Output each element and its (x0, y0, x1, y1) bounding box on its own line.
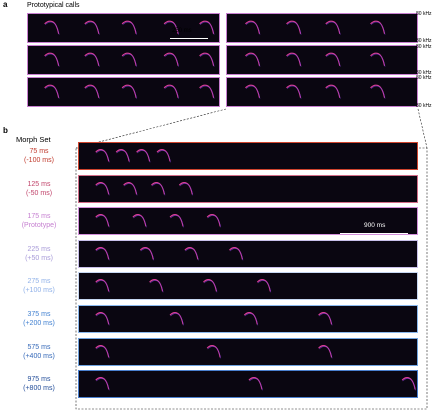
scalebar-900-label: 900 ms (364, 222, 386, 229)
call-trace (318, 312, 333, 325)
call-trace (95, 214, 110, 227)
morph-duration: 275 ms (27, 278, 51, 286)
call-trace (151, 181, 165, 195)
morph-delta: (+50 ms) (25, 254, 53, 262)
call-trace (139, 246, 154, 260)
call-trace (206, 214, 221, 227)
morph-duration: 75 ms (29, 148, 49, 155)
call-trace (95, 377, 110, 390)
call-trace (248, 377, 263, 390)
morph-delta: (-50 ms) (25, 189, 53, 197)
morph-duration: 375 ms (27, 311, 51, 318)
morph-spectrogram (78, 272, 418, 301)
morph-label: 225 ms (+50 ms) (6, 245, 72, 263)
morph-duration: 125 ms (27, 180, 51, 188)
morph-duration: 575 ms (27, 343, 51, 351)
morph-spectrogram (78, 337, 418, 366)
scalebar-250-label: 250 ms (172, 28, 192, 34)
prototype-spectrogram (226, 13, 418, 43)
morph-label: 175 ms (Prototype) (6, 212, 72, 230)
morph-label: 575 ms (+400 ms) (6, 343, 72, 361)
call-trace (229, 246, 243, 260)
morph-label: 975 ms (+800 ms) (6, 375, 72, 393)
call-trace (95, 312, 110, 325)
call-trace (184, 246, 199, 260)
panel-a-letter: a (3, 0, 8, 9)
call-trace (95, 344, 110, 358)
call-trace (206, 344, 221, 358)
morph-delta: (+400 ms) (23, 352, 55, 360)
scalebar-250 (170, 38, 208, 39)
morph-delta: (+200 ms) (23, 320, 55, 327)
call-trace (115, 149, 130, 162)
call-trace (178, 181, 193, 195)
morph-duration: 225 ms (27, 245, 51, 253)
morph-label: 275 ms (+100 ms) (6, 277, 72, 295)
freq-label: 30 kHz (416, 70, 432, 76)
morph-duration: 975 ms (27, 376, 51, 384)
call-trace (256, 279, 271, 292)
morph-label: 375 ms (+200 ms) (6, 310, 72, 328)
call-trace (318, 344, 333, 358)
prototype-spectrogram (27, 13, 220, 43)
morph-delta: (+100 ms) (23, 287, 55, 295)
morph-spectrogram (78, 174, 418, 203)
freq-label: 80 kHz (416, 11, 432, 17)
morph-set-heading: Morph Set (16, 135, 51, 144)
morph-delta: (+800 ms) (23, 385, 55, 393)
scalebar-900 (340, 233, 408, 234)
morph-spectrogram (78, 305, 418, 333)
call-trace (95, 181, 110, 195)
freq-label: 80 kHz (416, 44, 432, 50)
prototype-spectrogram (27, 77, 220, 107)
morph-label: 75 ms (-100 ms) (6, 147, 72, 165)
morph-delta: (Prototype) (21, 222, 57, 230)
prototype-spectrogram (27, 45, 220, 75)
call-trace (243, 312, 258, 325)
call-trace (95, 149, 110, 162)
call-trace (169, 312, 184, 325)
prototype-spectrogram (226, 77, 418, 107)
call-trace (136, 149, 151, 162)
morph-delta: (-100 ms) (24, 157, 54, 164)
call-trace (95, 279, 110, 292)
morph-spectrogram (78, 207, 418, 236)
freq-label: 30 kHz (416, 38, 432, 44)
morph-label: 125 ms (-50 ms) (6, 180, 72, 198)
call-trace (203, 279, 217, 292)
panel-b-letter: b (3, 126, 8, 135)
call-trace (401, 377, 416, 390)
freq-label: 30 kHz (416, 103, 432, 109)
panel-a-title: Prototypical calls (27, 2, 80, 9)
call-trace (169, 214, 184, 227)
call-trace (156, 149, 171, 162)
prototype-spectrogram (226, 45, 418, 75)
morph-spectrogram (78, 142, 418, 170)
freq-label: 80 kHz (416, 75, 432, 81)
call-trace (132, 214, 147, 227)
call-trace (149, 279, 164, 292)
morph-spectrogram (78, 239, 418, 268)
call-trace (123, 181, 138, 195)
call-trace (95, 246, 110, 260)
morph-duration: 175 ms (27, 213, 51, 221)
morph-spectrogram (78, 370, 418, 399)
